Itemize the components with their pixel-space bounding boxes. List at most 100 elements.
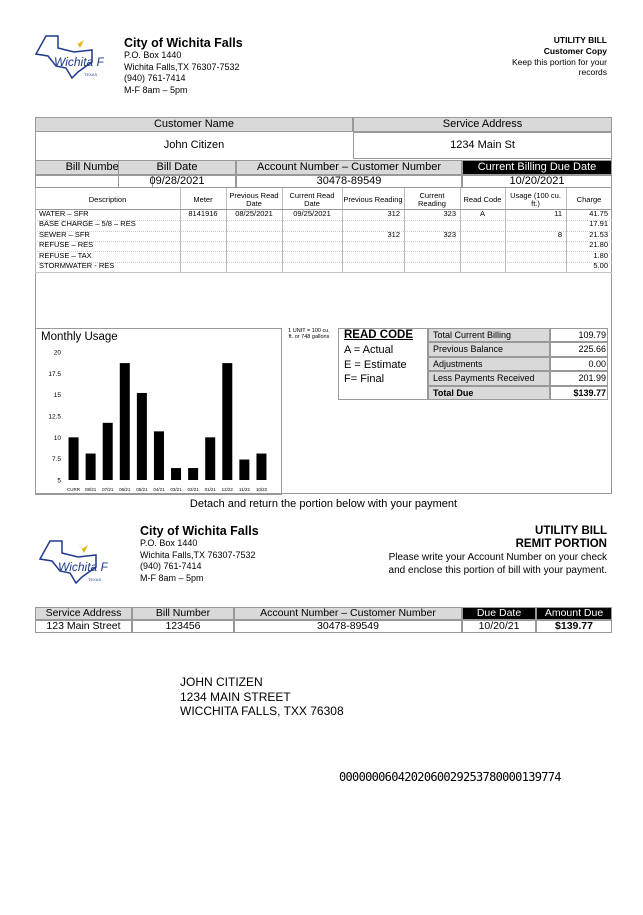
usage-chart: Monthly Usage 5 7.5 10 12.5 15 17.5 20 CURR 08/21… (35, 328, 282, 495)
header-cell (118, 160, 236, 175)
header-label: Amount Due (544, 607, 604, 619)
read-code-item: A = Actual (344, 344, 394, 356)
org-hours: M-F 8am – 5pm (140, 572, 204, 583)
x-tick-label: 03/21 (170, 487, 182, 492)
remit-title: UTILITY BILL (535, 525, 607, 537)
bill-date: 09/28/2021 (149, 175, 205, 187)
bar (68, 437, 79, 480)
remit-subtitle: REMIT PORTION (515, 538, 607, 550)
row-rule (35, 272, 612, 274)
x-tick-label: CURR (67, 487, 81, 492)
x-tick-label: 02/21 (187, 487, 199, 492)
bar (153, 431, 164, 480)
header-label: Account Number – Customer Number (256, 161, 441, 173)
charge-cell: 323 (443, 209, 456, 218)
header-cell (35, 607, 132, 620)
column-header: Usage (100 cu. ft.) (510, 191, 561, 208)
header-label: Bill Number (65, 161, 123, 173)
header-label: Service Address (442, 118, 523, 130)
cell (234, 620, 462, 633)
org-phone: (940) 761-7414 (140, 561, 202, 571)
charge-cell: STORMWATER - RES (39, 261, 115, 270)
header-cell (536, 607, 612, 620)
summary-label-cell (428, 328, 550, 343)
remit-value: 30478-89549 (317, 620, 379, 632)
cell (462, 620, 536, 633)
row-rule (35, 230, 612, 232)
read-code-item: F= Final (344, 373, 385, 385)
column-header: Description (88, 194, 127, 204)
org-phone: (940) 761-7414 (124, 73, 186, 83)
remit-value: 123456 (165, 620, 201, 632)
logo: Wichita Falls TEXAS (38, 540, 108, 585)
x-tick-label: 05/21 (136, 487, 148, 492)
column-header: Current Reading (418, 191, 446, 208)
x-tick-label: 12/22 (222, 487, 234, 492)
x-tick-label: 08/21 (85, 487, 97, 492)
summary-label-cell (428, 371, 550, 386)
row-rule (35, 261, 612, 263)
summary-value-cell (550, 385, 608, 400)
summary-label: Total Current Billing (433, 330, 512, 340)
x-tick-label: 10/22 (256, 487, 268, 492)
copy-label: Customer Copy (543, 46, 607, 56)
bar (256, 453, 267, 480)
header-label: Due Date (476, 607, 522, 619)
header-cell (236, 160, 462, 175)
logo-sub: TEXAS (88, 577, 101, 582)
org-name: City of Wichita Falls (124, 36, 243, 50)
charge-cell: 08/25/2021 (235, 209, 273, 218)
summary-label: Adjustments (433, 358, 483, 369)
summary-label: Total Due (433, 387, 474, 398)
remit-value: 123 Main Street (46, 620, 121, 632)
logo-text: Wichita Falls (58, 560, 108, 574)
x-tick-label: 11/22 (239, 487, 250, 492)
cell (35, 620, 132, 633)
header-cell (462, 607, 536, 620)
read-code-item: E = Estimate (344, 358, 407, 371)
charge-cell: 11 (554, 209, 562, 218)
cell (353, 132, 612, 159)
summary-value: 109.79 (578, 330, 606, 340)
summary-value-cell (550, 371, 608, 386)
summary-value: 225.66 (578, 344, 606, 355)
note: Keep this portion for your records (512, 57, 607, 77)
org-name: City of Wichita Falls (140, 524, 259, 538)
logo-sub: TEXAS (84, 72, 97, 77)
summary-label-cell (428, 342, 550, 357)
bar (205, 437, 216, 480)
org-hours: M-F 8am – 5pm (124, 84, 188, 95)
account-number: 30478-89549 (316, 175, 382, 187)
summary-label-cell (428, 356, 550, 372)
remit-instruction: Please write your Account Number on your… (388, 552, 607, 563)
charge-cell: A (479, 209, 485, 218)
header-cell (234, 607, 462, 620)
charge-cell: BASE CHARGE – 5/8 – RES (39, 219, 136, 229)
y-tick-label: 15 (54, 392, 62, 399)
x-tick-label: 07/21 (102, 487, 114, 492)
logo-text: Wichita Falls (54, 55, 104, 69)
cell (118, 175, 236, 188)
header-label: Bill Number (155, 607, 211, 619)
logo: Wichita Falls TEXAS (34, 35, 104, 80)
barcode: 0000000604202060029253780000139774 (339, 770, 562, 784)
column-header: Current Read Date (289, 191, 335, 208)
remit-instruction: and enclose this portion of bill with yo… (388, 565, 607, 576)
x-tick-label: 04/21 (153, 487, 165, 492)
charge-cell: 312 (387, 209, 400, 218)
mailing-line: WICCHITA FALLS, TXX 76308 (180, 704, 344, 718)
unit-note: 1 UNIT = 100 cu. ft. or 748 gallons (288, 328, 330, 341)
y-tick-label: 20 (54, 350, 62, 357)
charge-cell: 8 (557, 229, 562, 239)
y-tick-label: 10 (54, 435, 62, 442)
read-code-title: READ CODE (344, 329, 414, 341)
bar (239, 459, 250, 480)
bar (85, 453, 96, 480)
bar (222, 363, 233, 480)
org-address: Wichita Falls,TX 76307-7532 (124, 61, 240, 72)
org-address: Wichita Falls,TX 76307-7532 (140, 549, 256, 560)
column-header: Read Code (463, 194, 502, 204)
row-rule (35, 251, 612, 253)
cell (132, 620, 234, 633)
summary-value: 201.99 (578, 373, 606, 384)
